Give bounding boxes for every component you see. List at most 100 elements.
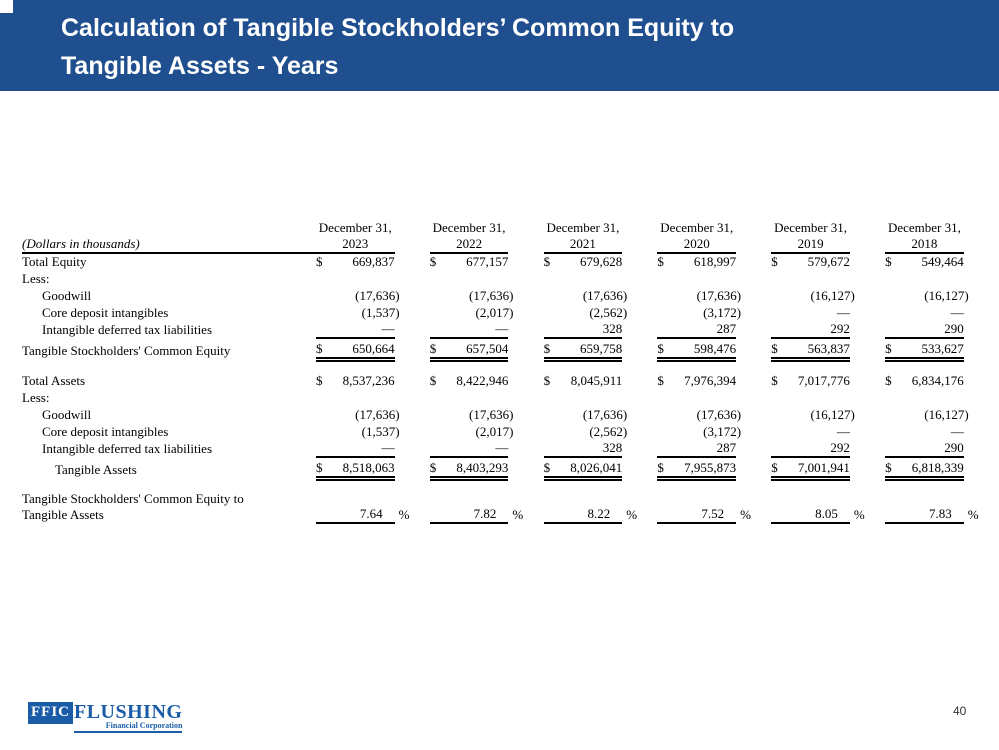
table-year-row: (Dollars in thousands) 2023 2022 2021 2020 20…	[22, 236, 999, 254]
value: —	[950, 305, 964, 320]
value-cell: (17,636)	[544, 287, 627, 304]
spacer-cell	[22, 359, 999, 372]
spacer-cell	[22, 478, 999, 491]
dollar-sign: $	[543, 340, 551, 356]
spacer-row	[22, 359, 999, 372]
value-inner: $533,627	[885, 341, 964, 357]
dollar-sign: $	[315, 340, 323, 356]
value-cell: $8,403,293	[429, 456, 509, 481]
corner-notch	[0, 0, 13, 13]
value: —	[495, 321, 509, 336]
year-cell: 2019	[771, 236, 850, 254]
value: —	[836, 305, 850, 320]
dollar-sign: $	[771, 459, 778, 475]
row-label-cell: Core deposit intangibles	[42, 424, 169, 439]
value-cell: (16,127)	[771, 406, 854, 423]
value-cell: (2,017)	[430, 304, 513, 321]
value-inner: $549,464	[885, 254, 964, 270]
value: (17,636)	[468, 407, 514, 422]
value-cell: 287	[657, 440, 737, 457]
value-inner: (16,127)	[885, 288, 968, 304]
row-label-cell: Intangible deferred tax liabilities	[42, 441, 213, 456]
column-gap	[508, 423, 543, 440]
value: 657,504	[466, 340, 509, 356]
value: (2,017)	[475, 424, 514, 439]
value-inner: 287	[657, 440, 737, 456]
row-label-cell: Tangible Assets	[55, 462, 137, 477]
row-label-cell: Goodwill	[42, 407, 92, 422]
value: (17,636)	[468, 288, 514, 303]
column-gap	[964, 220, 999, 236]
value-inner: 292	[771, 440, 850, 456]
value-inner: (17,636)	[657, 407, 741, 423]
value: (17,636)	[696, 407, 742, 422]
value-cell: (16,127)	[885, 287, 968, 304]
value-inner: 290	[885, 440, 964, 456]
value-cell: $549,464	[885, 253, 964, 270]
year-cell: 2020	[657, 236, 737, 254]
value-inner: $6,834,176	[885, 373, 964, 389]
value-inner: (17,636)	[430, 288, 513, 304]
table-row: Total Equity $669,837 $677,157 $679,628 $618…	[22, 253, 999, 270]
column-gap	[395, 423, 430, 440]
column-gap	[508, 321, 543, 338]
value: (1,537)	[361, 424, 400, 439]
value-cell: (17,636)	[657, 406, 741, 423]
value-inner: (17,636)	[430, 407, 513, 423]
dollar-sign: $	[429, 459, 437, 475]
column-gap	[395, 236, 430, 253]
column-gap	[850, 253, 885, 270]
empty-cell	[316, 389, 999, 406]
value-cell: $659,758	[543, 337, 623, 362]
value-cell: $8,045,911	[544, 372, 623, 389]
year-cell: 2023	[315, 236, 395, 254]
table-row: Core deposit intangibles (1,537) (2,017) (2…	[22, 304, 999, 321]
date-header-cell: December 31,	[660, 220, 734, 235]
value-inner: $8,518,063	[316, 460, 395, 476]
financials-table-wrap: December 31, December 31, December 31, Dece…	[22, 220, 999, 524]
value-inner: —	[430, 440, 508, 456]
column-gap	[850, 406, 885, 423]
value-inner: $679,628	[544, 254, 623, 270]
value: 677,157	[466, 254, 509, 269]
column-gap	[964, 253, 999, 270]
column-gap	[850, 236, 885, 253]
column-gap	[622, 423, 657, 440]
ratio-value-cell: 7.82	[429, 491, 509, 524]
value-inner: $659,758	[544, 341, 623, 357]
value-cell: 328	[544, 321, 623, 338]
column-gap	[736, 372, 771, 389]
value: 563,837	[807, 340, 850, 356]
ratio-label-line1: Tangible Stockholders' Common Equity to	[22, 491, 244, 506]
row-label-cell: Total Equity	[22, 254, 87, 269]
value: 7,001,941	[797, 459, 850, 475]
value-inner: $7,001,941	[771, 460, 850, 476]
column-gap	[964, 423, 999, 440]
year-cell: 2022	[429, 236, 509, 254]
value-inner: $618,997	[657, 254, 736, 270]
ratio-value: 7.52	[701, 506, 725, 521]
column-gap	[850, 321, 885, 338]
value-inner: (2,562)	[544, 305, 627, 321]
value: 8,045,911	[570, 373, 623, 388]
table-row: Less:	[22, 270, 999, 287]
column-gap	[850, 457, 885, 478]
percent-sign-cell: %	[967, 507, 979, 522]
percent-sign-cell: %	[626, 507, 638, 522]
value-cell: (17,636)	[430, 287, 513, 304]
value-cell: 287	[657, 321, 737, 338]
empty-cell	[316, 270, 999, 287]
value-inner: 290	[885, 321, 964, 337]
value-inner: —	[316, 321, 395, 337]
dollar-sign: $	[885, 373, 892, 388]
value-inner: (3,172)	[657, 305, 741, 321]
value-cell: $677,157	[430, 253, 509, 270]
dollar-sign: $	[543, 373, 551, 388]
ratio-value: 7.64	[359, 506, 383, 521]
value-inner: $8,422,946	[430, 373, 509, 389]
date-header-cell: December 31,	[887, 220, 961, 235]
column-gap	[964, 236, 999, 253]
column-gap	[395, 372, 430, 389]
company-logo: FFIC FLUSHING Financial Corporation	[28, 702, 183, 733]
financials-table: December 31, December 31, December 31, Dece…	[22, 220, 999, 524]
